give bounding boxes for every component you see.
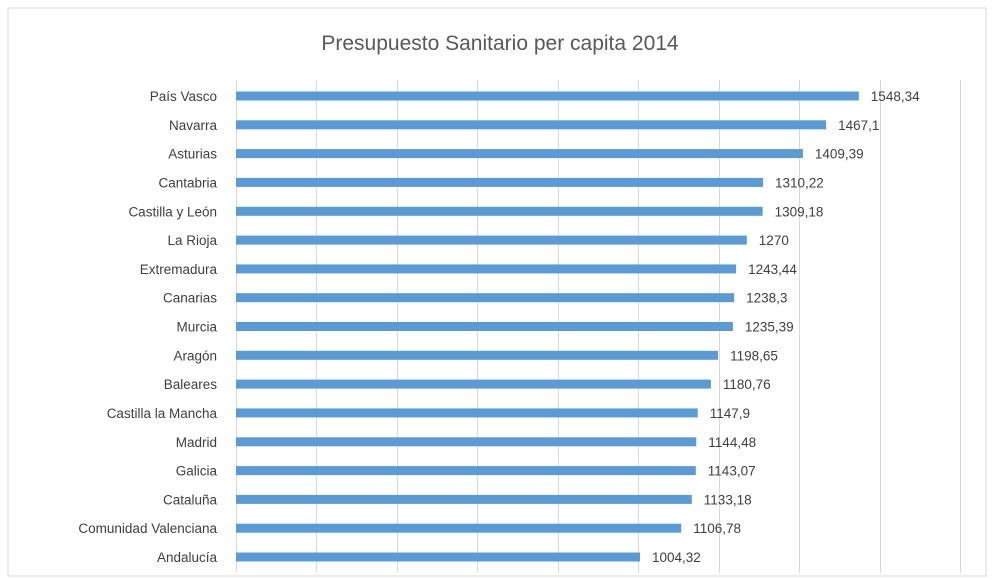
bar <box>236 379 711 389</box>
bar <box>236 437 697 447</box>
bar <box>236 408 698 418</box>
category-label: Aragón <box>173 348 217 363</box>
value-label: 1180,76 <box>723 377 771 392</box>
value-label: 1548,34 <box>871 89 920 104</box>
bar <box>236 177 763 187</box>
value-label: 1309,18 <box>775 204 824 219</box>
bar <box>236 523 682 533</box>
value-label: 1467,1 <box>838 118 879 133</box>
category-label: Navarra <box>169 118 218 133</box>
bar <box>236 322 733 331</box>
category-label: Extremadura <box>140 262 218 277</box>
bar <box>236 206 763 216</box>
category-label: Madrid <box>176 435 217 450</box>
bar <box>236 293 735 303</box>
category-label: Castilla y León <box>128 204 217 219</box>
category-label: Asturias <box>168 147 217 162</box>
value-label: 1004,32 <box>652 550 701 565</box>
value-label: 1198,65 <box>730 348 778 363</box>
value-label: 1270 <box>759 233 789 248</box>
chart-border <box>7 7 987 577</box>
bar <box>236 120 827 130</box>
value-label: 1133,18 <box>704 492 752 507</box>
gridlines <box>236 80 961 573</box>
bar <box>236 235 747 245</box>
value-label: 1235,39 <box>745 320 794 335</box>
bar <box>236 149 803 159</box>
bars <box>236 91 859 562</box>
category-label: Cantabria <box>158 175 217 190</box>
category-label: Murcia <box>176 320 217 335</box>
category-label: Galicia <box>176 464 218 479</box>
category-label: País Vasco <box>150 89 217 104</box>
bar <box>236 552 640 562</box>
bar <box>236 466 696 476</box>
value-label: 1238,3 <box>746 291 787 306</box>
category-label: Comunidad Valenciana <box>78 521 217 536</box>
value-label: 1243,44 <box>748 262 797 277</box>
value-label: 1144,48 <box>708 435 756 450</box>
bar <box>236 91 859 101</box>
value-label: 1409,39 <box>815 147 864 162</box>
value-labels: 1548,34 1467,1 1409,39 1310,22 1309,18 1270 12… <box>652 89 920 565</box>
category-label: Cataluña <box>163 492 218 507</box>
value-label: 1106,78 <box>693 521 741 536</box>
category-label: Castilla la Mancha <box>107 406 218 421</box>
category-label: Andalucía <box>157 550 218 565</box>
category-label: La Rioja <box>167 233 217 248</box>
category-labels: País Vasco Navarra Asturias Cantabria Castil… <box>78 89 217 565</box>
value-label: 1143,07 <box>708 464 756 479</box>
category-label: Canarias <box>163 291 217 306</box>
category-label: Baleares <box>164 377 218 392</box>
bar <box>236 350 719 360</box>
value-label: 1310,22 <box>775 175 824 190</box>
chart-title: Presupuesto Sanitario per capita 2014 <box>321 32 679 55</box>
bar <box>236 264 737 274</box>
value-label: 1147,9 <box>710 406 750 421</box>
bar <box>236 494 692 504</box>
